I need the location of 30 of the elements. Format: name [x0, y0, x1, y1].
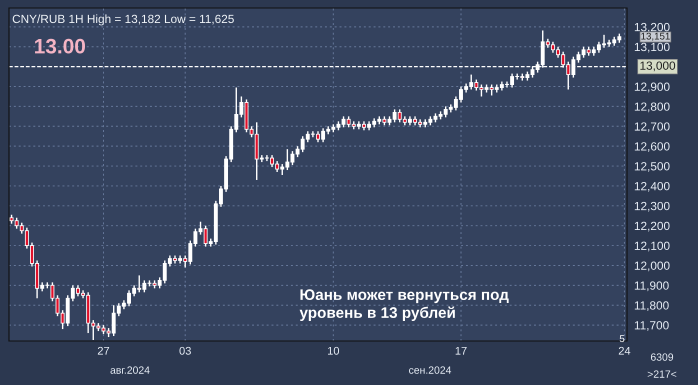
- y-tick-label: 11,800: [634, 301, 669, 312]
- text: CNY/RUB 1H High = 13,182 Low = 11,625: [12, 14, 234, 26]
- annotation: 13.00: [35, 38, 85, 54]
- y-tick-label: 12,800: [634, 102, 670, 112]
- y-tick-label: 11,700: [634, 321, 669, 331]
- annotation: Юань может вернуться под уровень в 13 рублей: [300, 289, 509, 322]
- y-tick-label: 12,000: [634, 261, 670, 272]
- y-tick-label: 12,300: [634, 202, 670, 212]
- y-tick-label: 12,600: [634, 142, 670, 152]
- text: >217<: [648, 370, 676, 378]
- ref-line-label: 13,000: [640, 61, 676, 72]
- y-tick-label: 12,500: [634, 162, 670, 172]
- x-tick-label: 03: [179, 346, 191, 355]
- y-tick-label: 11,900: [634, 281, 669, 292]
- y-tick-label: 13,100: [634, 42, 670, 53]
- x-tick-label: 17: [456, 346, 467, 355]
- text: авг.2024: [110, 366, 150, 374]
- y-tick-label: 12,400: [634, 182, 670, 192]
- y-tick-label: 12,200: [634, 222, 670, 232]
- y-tick-label: 12,900: [634, 82, 670, 92]
- x-tick-label: 27: [98, 346, 110, 355]
- text: сен.2024: [409, 366, 452, 374]
- x-tick-label: 10: [328, 346, 340, 355]
- y-tick-label: 12,100: [634, 242, 670, 252]
- x-tick-label: 24: [618, 346, 630, 355]
- text: 13,151: [641, 32, 670, 41]
- annotation: 5: [620, 335, 624, 342]
- y-tick-label: 12,700: [634, 122, 670, 132]
- text: 6309: [650, 353, 674, 361]
- y-tick-label: 13,200: [634, 22, 670, 33]
